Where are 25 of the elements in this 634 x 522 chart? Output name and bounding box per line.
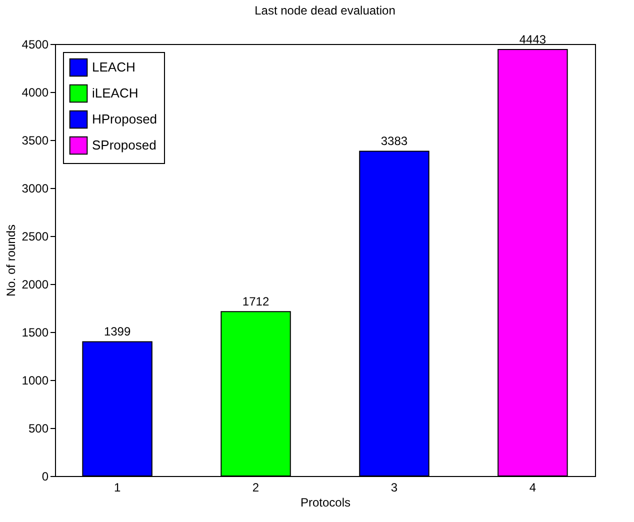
y-tick-label: 3500 xyxy=(22,134,49,148)
x-tick-label: 4 xyxy=(529,480,536,494)
y-tick-label: 0 xyxy=(42,470,49,484)
data-label: 1712 xyxy=(242,294,270,309)
y-axis-title: No. of rounds xyxy=(4,224,18,297)
x-axis-title: Protocols xyxy=(300,496,351,510)
y-tick-label: 4500 xyxy=(22,38,49,52)
x-tick-label: 1 xyxy=(114,480,121,494)
x-tick-label: 3 xyxy=(390,480,398,494)
y-tick-label: 1500 xyxy=(22,326,49,340)
legend-label: HProposed xyxy=(92,112,158,126)
data-label: 1399 xyxy=(104,324,131,339)
legend-label: LEACH xyxy=(92,60,136,74)
y-tick-label: 500 xyxy=(28,422,49,436)
legend-label: iLEACH xyxy=(92,86,138,100)
legend-label: SProposed xyxy=(92,138,156,152)
y-tick-label: 2500 xyxy=(22,230,49,244)
x-tick-label: 2 xyxy=(252,480,260,494)
y-tick-label: 1000 xyxy=(22,374,49,388)
y-tick-label: 4000 xyxy=(22,86,49,100)
y-tick-label: 3000 xyxy=(22,182,49,196)
y-tick-label: 2000 xyxy=(22,278,49,292)
data-label: 3383 xyxy=(380,134,408,148)
chart-title: Last node dead evaluation xyxy=(254,3,396,18)
data-label: 4443 xyxy=(519,32,546,46)
